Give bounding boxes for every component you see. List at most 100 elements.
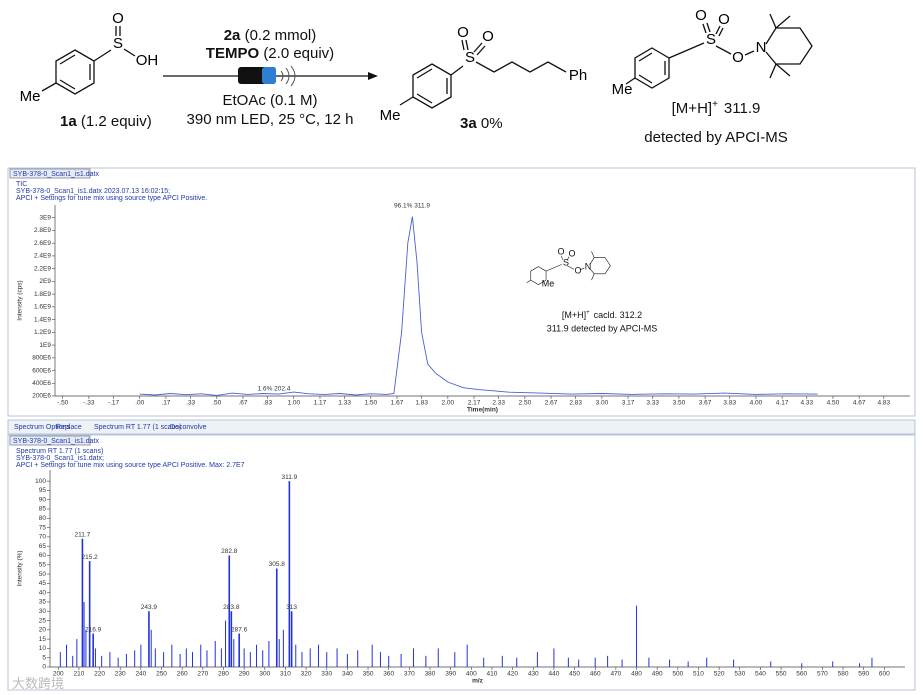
atom: O [574,265,581,275]
watermark: 大数跨境 [12,676,64,691]
x-tick-label: 500 [672,671,683,678]
y-tick-label: 50 [39,571,47,578]
x-tick-label: .67 [238,400,247,407]
x-tick-label: 550 [776,671,787,678]
x-tick-label: 590 [858,671,869,678]
x-tick-label: 2.33 [492,400,505,407]
atom: O [457,24,469,41]
atom: O [695,7,707,24]
x-tick-label: 470 [610,671,621,678]
ms-note: detected by APCI-MS [644,129,787,146]
atom: O [732,49,744,66]
x-tick-label: 4.50 [827,400,840,407]
x-tick-label: .33 [186,400,195,407]
x-tick-label: -.17 [108,400,120,407]
toolbar [7,419,916,435]
yield: 0% [481,115,503,132]
x-tick-label: 4.00 [750,400,763,407]
compound-label: 3a 0% [460,115,503,132]
x-tick-label: 510 [693,671,704,678]
x-tick-label: 210 [73,671,84,678]
ion: [M+H] [562,310,586,320]
tab[interactable] [9,435,91,446]
x-tick-label: 440 [548,671,559,678]
atom: O [568,248,575,258]
atom: O [557,246,564,256]
dropdown[interactable]: Replace [56,424,82,431]
x-tick-label: -.33 [83,400,95,407]
x-tick-label: 3.83 [723,400,736,407]
y-tick-label: 40 [39,589,47,596]
x-tick-label: 390 [445,671,456,678]
atom: S [465,49,475,66]
x-tick-label: 570 [817,671,828,678]
header-line: APCI + Settings for tune mix using sourc… [16,462,245,469]
atom: Ph [569,67,587,84]
additive: TEMPO [206,45,260,62]
x-tick-label: 320 [301,671,312,678]
button[interactable]: Deconvolve [170,424,207,431]
x-tick-label: 3.33 [646,400,659,407]
x-tick-label: 3.17 [622,400,635,407]
x-tick-label: 540 [755,671,766,678]
y-tick-label: 2.6E9 [34,240,51,247]
y-tick-label: 2.4E9 [34,253,51,260]
y-tick-label: 90 [39,496,47,503]
header-line: SYB-378-0_Scan1_is1.datx 2023.07.13 16:0… [16,188,170,195]
y-tick-label: 1.6E9 [34,304,51,311]
x-tick-label: 4.33 [800,400,813,407]
header-line: Spectrum RT 1.77 (1 scans) [16,448,103,455]
inset-calcd: [M+H]+ cacld. 312.2 [562,310,642,321]
atom: O [718,11,730,28]
x-tick-label: 380 [425,671,436,678]
atom: Me [612,81,633,98]
x-tick-label: 230 [115,671,126,678]
mass: 311.9 [724,100,760,117]
x-tick-label: 450 [569,671,580,678]
y-tick-label: 75 [39,524,47,531]
ms-result: [M+H]+ 311.9 [672,99,761,117]
atom: N [585,261,592,271]
x-tick-label: .17 [161,400,170,407]
dropdown[interactable]: Spectrum RT 1.77 (1 scans) [94,424,181,431]
x-tick-label: 270 [197,671,208,678]
x-tick-label: 3.50 [673,400,686,407]
charge: + [712,99,718,110]
y-tick-label: 45 [39,580,47,587]
spectrum-window [7,434,916,691]
x-tick-label: 600 [879,671,890,678]
tab-label: SYB-378-0_Scan1_is1.datx [13,171,99,178]
y-tick-label: 65 [39,543,47,550]
button[interactable]: Spectrum Options [14,424,71,431]
x-tick-label: .50 [212,400,221,407]
atom: N [756,39,767,56]
y-tick-label: 80 [39,515,47,522]
reaction-arrow [163,65,378,87]
x-tick-label: 530 [734,671,745,678]
header-line: TIC [16,181,27,188]
y-tick-label: 55 [39,562,47,569]
tic-line [139,216,818,396]
peak-label: 243.9 [141,604,158,611]
x-tick-label: 280 [218,671,229,678]
y-tick-label: 20 [39,627,47,634]
amount: (2.0 equiv) [263,45,334,62]
solvent: EtOAc (0.1 M) [222,92,317,109]
light: 390 nm LED, 25 °C, 12 h [187,111,354,128]
y-tick-label: 25 [39,617,47,624]
peak-label: 305.8 [269,561,286,568]
peak-annotation: 1.6% 202.4 [258,386,291,393]
x-tick-label: 1.33 [338,400,351,407]
tab[interactable] [9,168,91,179]
y-tick-label: 70 [39,534,47,541]
tab-label: SYB-378-0_Scan1_is1.datx [13,438,99,445]
x-tick-label: 260 [177,671,188,678]
x-tick-label: 2.50 [519,400,532,407]
atom: S [563,257,569,267]
x-tick-label: 2.67 [545,400,558,407]
x-tick-label: 4.17 [776,400,789,407]
x-tick-label: 480 [631,671,642,678]
reagent: 2a [224,27,241,44]
product-structure [399,39,567,109]
